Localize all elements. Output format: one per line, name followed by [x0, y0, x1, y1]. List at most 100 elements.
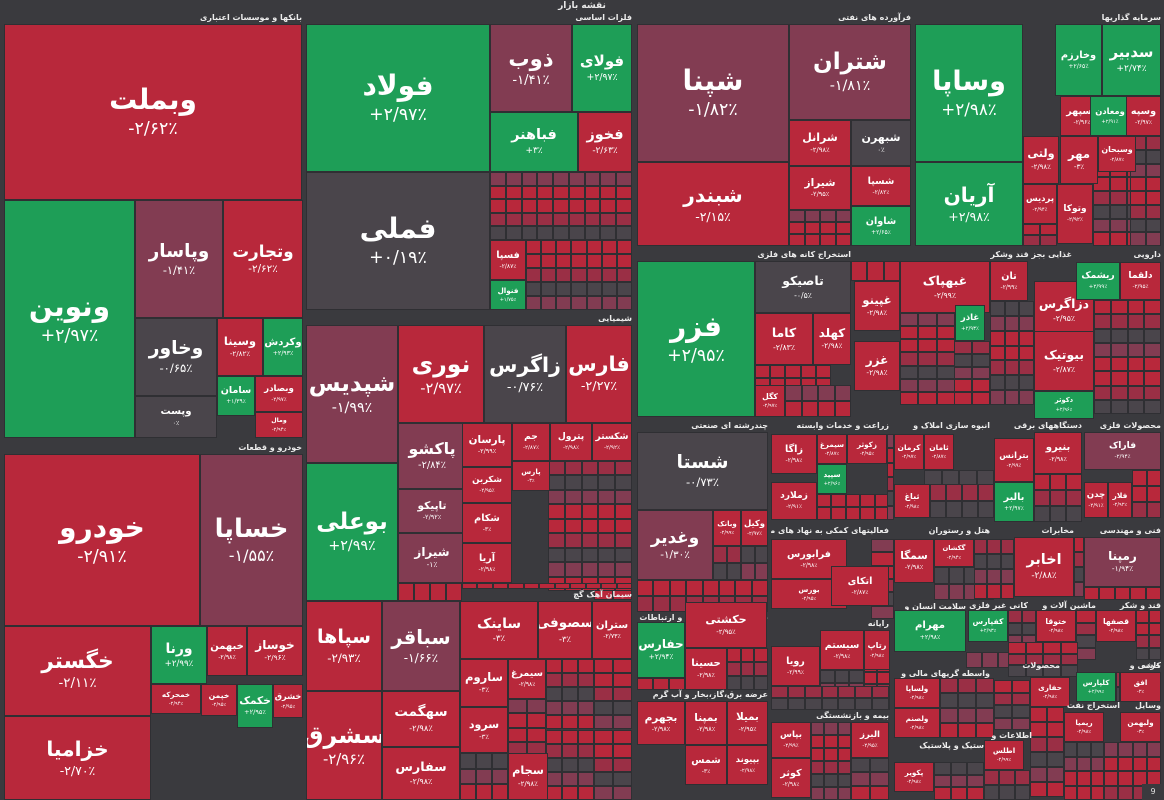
minor-symbol-tile[interactable]	[1118, 771, 1133, 786]
minor-symbol-tile[interactable]	[940, 678, 958, 693]
minor-symbol-tile[interactable]	[594, 729, 613, 744]
symbol-tile[interactable]: اتکای -۲/۸۷٪	[831, 566, 889, 606]
minor-symbol-tile[interactable]	[594, 715, 613, 730]
minor-symbol-tile[interactable]	[930, 501, 946, 518]
minor-symbol-tile[interactable]	[1074, 537, 1084, 552]
minor-symbol-tile[interactable]	[546, 715, 562, 730]
minor-symbol-tile[interactable]	[568, 226, 585, 240]
minor-symbol-tile[interactable]	[900, 391, 919, 405]
symbol-tile[interactable]: کگل -۲/۹۷٪	[755, 385, 785, 417]
minor-symbol-tile[interactable]	[900, 326, 919, 340]
minor-symbol-tile[interactable]	[1132, 771, 1147, 786]
minor-symbol-tile[interactable]	[958, 678, 976, 693]
minor-symbol-tile[interactable]	[735, 580, 752, 596]
minor-symbol-tile[interactable]	[564, 475, 582, 490]
minor-symbol-tile[interactable]	[615, 475, 632, 490]
minor-symbol-tile[interactable]	[754, 648, 768, 662]
minor-symbol-tile[interactable]	[553, 199, 569, 213]
minor-symbol-tile[interactable]	[949, 567, 964, 584]
minor-symbol-tile[interactable]	[1145, 232, 1161, 246]
minor-symbol-tile[interactable]	[600, 185, 617, 200]
minor-symbol-tile[interactable]	[824, 748, 838, 761]
minor-symbol-tile[interactable]	[615, 461, 632, 476]
minor-symbol-tile[interactable]	[1023, 224, 1040, 235]
minor-symbol-tile[interactable]	[526, 254, 542, 268]
minor-symbol-tile[interactable]	[940, 723, 958, 738]
minor-symbol-tile[interactable]	[1146, 742, 1161, 757]
minor-symbol-tile[interactable]	[987, 569, 1001, 584]
minor-symbol-tile[interactable]	[754, 676, 768, 690]
minor-symbol-tile[interactable]	[1030, 752, 1047, 767]
minor-symbol-tile[interactable]	[548, 489, 565, 505]
symbol-tile[interactable]: وبانک -۲/۹۹٪	[713, 510, 741, 546]
minor-symbol-tile[interactable]	[855, 698, 873, 710]
symbol-tile[interactable]: وساپا +۲/۹۸٪	[915, 24, 1023, 162]
minor-symbol-tile[interactable]	[521, 212, 538, 227]
symbol-tile[interactable]: غزر -۲/۹۸٪	[854, 341, 900, 391]
symbol-tile[interactable]: وغدیر -۱/۳۰٪	[637, 510, 713, 580]
minor-symbol-tile[interactable]	[1118, 785, 1133, 800]
minor-symbol-tile[interactable]	[553, 226, 569, 240]
minor-symbol-tile[interactable]	[1110, 218, 1127, 233]
symbol-tile[interactable]: سصوفی -۳٪	[538, 601, 592, 659]
symbol-tile[interactable]: سهگمت -۲/۹۸٪	[382, 691, 460, 747]
minor-symbol-tile[interactable]	[1060, 665, 1078, 677]
minor-symbol-tile[interactable]	[578, 729, 594, 744]
minor-symbol-tile[interactable]	[578, 785, 594, 800]
minor-symbol-tile[interactable]	[1004, 390, 1020, 405]
minor-symbol-tile[interactable]	[562, 701, 578, 716]
symbol-tile[interactable]: بمیلا -۲/۹۵٪	[727, 701, 768, 745]
minor-symbol-tile[interactable]	[616, 240, 632, 254]
minor-symbol-tile[interactable]	[553, 212, 569, 227]
symbol-tile[interactable]: پارسان -۲/۹۹٪	[462, 423, 512, 467]
symbol-tile[interactable]: سپاها -۲/۹۳٪	[306, 601, 382, 691]
minor-symbol-tile[interactable]	[548, 562, 565, 577]
minor-symbol-tile[interactable]	[1074, 567, 1084, 582]
symbol-tile[interactable]: حفارس +۲/۹۴٪	[637, 622, 685, 678]
minor-symbol-tile[interactable]	[537, 226, 554, 240]
symbol-tile[interactable]: حسینا -۲/۹۸٪	[685, 648, 727, 690]
minor-symbol-tile[interactable]	[562, 715, 578, 730]
minor-symbol-tile[interactable]	[581, 475, 599, 490]
minor-symbol-tile[interactable]	[1144, 385, 1161, 400]
minor-symbol-tile[interactable]	[505, 185, 522, 200]
minor-symbol-tile[interactable]	[564, 547, 582, 563]
symbol-tile[interactable]: کرمان -۲/۹۷٪	[894, 434, 924, 470]
minor-symbol-tile[interactable]	[578, 743, 594, 758]
minor-symbol-tile[interactable]	[571, 240, 587, 254]
minor-symbol-tile[interactable]	[982, 652, 998, 668]
symbol-tile[interactable]: قصفها -۲/۹۸٪	[1096, 610, 1136, 642]
minor-symbol-tile[interactable]	[835, 210, 851, 222]
minor-symbol-tile[interactable]	[1132, 742, 1147, 757]
minor-symbol-tile[interactable]	[562, 729, 578, 744]
minor-symbol-tile[interactable]	[918, 365, 937, 379]
minor-symbol-tile[interactable]	[1110, 204, 1127, 219]
minor-symbol-tile[interactable]	[1094, 342, 1111, 357]
minor-symbol-tile[interactable]	[936, 391, 955, 405]
minor-symbol-tile[interactable]	[851, 786, 870, 800]
minor-symbol-tile[interactable]	[870, 758, 889, 772]
symbol-tile[interactable]: نوری -۲/۹۷٪	[398, 325, 484, 423]
minor-symbol-tile[interactable]	[787, 698, 805, 710]
minor-symbol-tile[interactable]	[851, 772, 870, 786]
minor-symbol-tile[interactable]	[1148, 647, 1161, 660]
minor-symbol-tile[interactable]	[594, 701, 613, 716]
minor-symbol-tile[interactable]	[1094, 314, 1111, 329]
symbol-tile[interactable]: ذوب -۱/۴۱٪	[490, 24, 572, 112]
minor-symbol-tile[interactable]	[1066, 506, 1082, 522]
minor-symbol-tile[interactable]	[994, 680, 1012, 693]
minor-symbol-tile[interactable]	[771, 698, 788, 710]
minor-symbol-tile[interactable]	[1110, 328, 1128, 343]
symbol-tile[interactable]: حفاری -۲/۹۸٪	[1030, 677, 1070, 707]
minor-symbol-tile[interactable]	[1127, 385, 1145, 400]
minor-symbol-tile[interactable]	[521, 226, 538, 240]
minor-symbol-tile[interactable]	[754, 546, 768, 563]
minor-symbol-tile[interactable]	[789, 210, 805, 222]
minor-symbol-tile[interactable]	[556, 254, 572, 268]
minor-symbol-tile[interactable]	[1145, 587, 1161, 600]
minor-symbol-tile[interactable]	[1118, 742, 1133, 757]
minor-symbol-tile[interactable]	[871, 605, 894, 619]
minor-symbol-tile[interactable]	[934, 567, 949, 584]
symbol-tile[interactable]: سرود -۳٪	[460, 707, 508, 753]
minor-symbol-tile[interactable]	[490, 199, 506, 213]
